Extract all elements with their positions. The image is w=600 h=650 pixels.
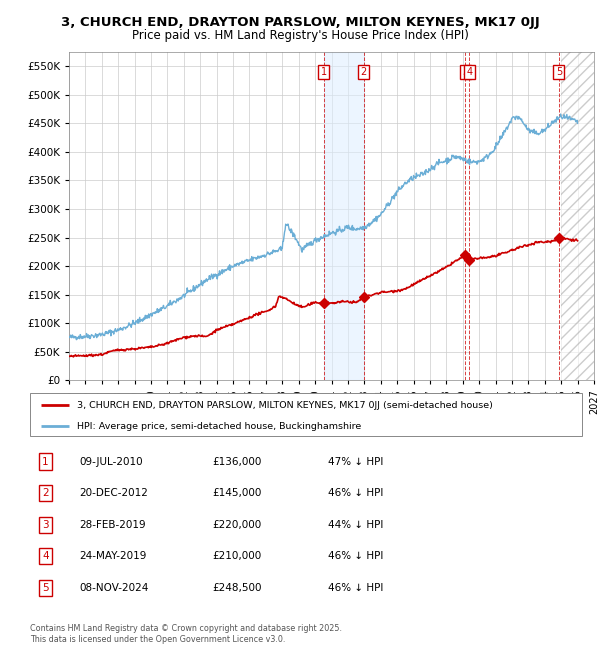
Text: Contains HM Land Registry data © Crown copyright and database right 2025.
This d: Contains HM Land Registry data © Crown c… bbox=[30, 624, 342, 644]
Text: 1: 1 bbox=[320, 67, 326, 77]
Text: 3, CHURCH END, DRAYTON PARSLOW, MILTON KEYNES, MK17 0JJ: 3, CHURCH END, DRAYTON PARSLOW, MILTON K… bbox=[61, 16, 539, 29]
Text: Price paid vs. HM Land Registry's House Price Index (HPI): Price paid vs. HM Land Registry's House … bbox=[131, 29, 469, 42]
Text: 5: 5 bbox=[42, 583, 49, 593]
Text: 4: 4 bbox=[466, 67, 472, 77]
Text: 44% ↓ HPI: 44% ↓ HPI bbox=[328, 520, 383, 530]
Text: 20-DEC-2012: 20-DEC-2012 bbox=[80, 488, 149, 498]
Text: 3: 3 bbox=[463, 67, 469, 77]
Text: £220,000: £220,000 bbox=[212, 520, 262, 530]
Text: 46% ↓ HPI: 46% ↓ HPI bbox=[328, 488, 383, 498]
Text: 5: 5 bbox=[556, 67, 562, 77]
Text: 09-JUL-2010: 09-JUL-2010 bbox=[80, 456, 143, 467]
Text: 08-NOV-2024: 08-NOV-2024 bbox=[80, 583, 149, 593]
Text: £248,500: £248,500 bbox=[212, 583, 262, 593]
Text: £145,000: £145,000 bbox=[212, 488, 262, 498]
Text: 28-FEB-2019: 28-FEB-2019 bbox=[80, 520, 146, 530]
Text: 3, CHURCH END, DRAYTON PARSLOW, MILTON KEYNES, MK17 0JJ (semi-detached house): 3, CHURCH END, DRAYTON PARSLOW, MILTON K… bbox=[77, 400, 493, 410]
Text: 3: 3 bbox=[42, 520, 49, 530]
Text: 24-MAY-2019: 24-MAY-2019 bbox=[80, 551, 147, 562]
FancyBboxPatch shape bbox=[30, 393, 582, 436]
Text: £136,000: £136,000 bbox=[212, 456, 262, 467]
Text: HPI: Average price, semi-detached house, Buckinghamshire: HPI: Average price, semi-detached house,… bbox=[77, 422, 361, 431]
Text: 46% ↓ HPI: 46% ↓ HPI bbox=[328, 583, 383, 593]
Text: 4: 4 bbox=[42, 551, 49, 562]
Bar bbox=[323, 52, 364, 380]
Text: 2: 2 bbox=[361, 67, 367, 77]
Text: 1: 1 bbox=[42, 456, 49, 467]
Text: £210,000: £210,000 bbox=[212, 551, 262, 562]
Text: 47% ↓ HPI: 47% ↓ HPI bbox=[328, 456, 383, 467]
Text: 46% ↓ HPI: 46% ↓ HPI bbox=[328, 551, 383, 562]
Text: 2: 2 bbox=[42, 488, 49, 498]
